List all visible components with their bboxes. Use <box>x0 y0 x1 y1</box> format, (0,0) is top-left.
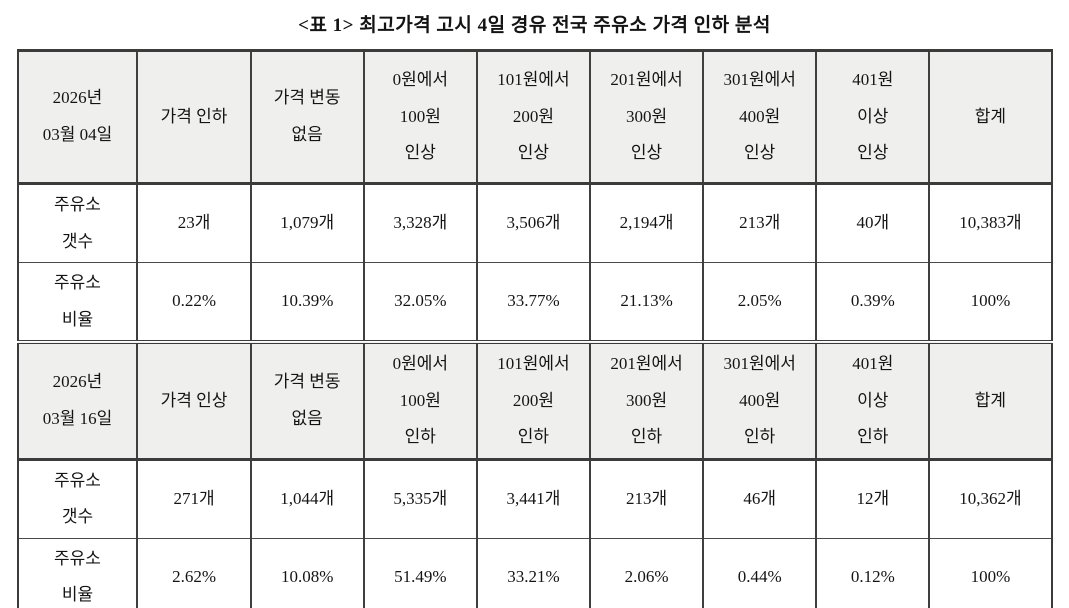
header-cell: 가격 변동 없음 <box>249 50 364 185</box>
station-ratio-row-1: 주유소 비율 0.22% 10.39% 32.05% 33.77% 21.13%… <box>17 262 1052 343</box>
data-cell: 3,506개 <box>475 183 590 264</box>
header-cell: 가격 인상 <box>136 340 251 461</box>
data-cell: 40개 <box>815 183 930 264</box>
row-label: 주유소 비율 <box>17 538 138 608</box>
table-caption: <표 1> 최고가격 고시 4일 경유 전국 주유소 가격 인하 분석 <box>298 15 771 36</box>
data-cell: 46개 <box>702 459 817 539</box>
header-cell: 0원에서 100원 인하 <box>362 340 477 461</box>
station-count-row-2: 주유소 갯수 271개 1,044개 5,335개 3,441개 213개 46… <box>17 459 1052 539</box>
data-cell: 33.77% <box>475 262 590 343</box>
row-label: 주유소 갯수 <box>17 459 138 539</box>
data-cell: 0.12% <box>815 538 930 608</box>
row-label: 주유소 비율 <box>17 262 138 343</box>
data-cell: 213개 <box>588 459 704 539</box>
header-cell: 301원에서 400원 인하 <box>702 340 817 461</box>
header-cell-total: 합계 <box>928 340 1052 461</box>
price-analysis-table: 2026년 03월 04일 가격 인하 가격 변동 없음 0원에서 100원 인… <box>16 49 1053 608</box>
date-cell: 2026년 03월 16일 <box>17 340 138 461</box>
header-row-date-2: 2026년 03월 16일 가격 인상 가격 변동 없음 0원에서 100원 인… <box>17 340 1052 461</box>
data-cell: 0.39% <box>815 262 930 343</box>
station-ratio-row-2: 주유소 비율 2.62% 10.08% 51.49% 33.21% 2.06% … <box>17 538 1052 608</box>
data-cell: 1,044개 <box>249 459 364 539</box>
header-cell: 201원에서 300원 인상 <box>588 50 704 185</box>
data-cell-total: 10,362개 <box>928 459 1052 539</box>
data-cell: 3,441개 <box>475 459 590 539</box>
data-cell: 271개 <box>136 459 251 539</box>
header-cell: 201원에서 300원 인하 <box>588 340 704 461</box>
header-row-date-1: 2026년 03월 04일 가격 인하 가격 변동 없음 0원에서 100원 인… <box>17 50 1052 185</box>
data-cell: 10.08% <box>249 538 364 608</box>
data-cell-total: 100% <box>928 262 1052 343</box>
data-cell: 2.05% <box>702 262 817 343</box>
header-cell: 가격 인하 <box>136 50 251 185</box>
data-cell: 3,328개 <box>362 183 477 264</box>
data-cell: 2,194개 <box>588 183 704 264</box>
data-cell: 12개 <box>815 459 930 539</box>
header-cell: 401원 이상 인상 <box>815 50 930 185</box>
header-cell: 0원에서 100원 인상 <box>362 50 477 185</box>
data-cell: 5,335개 <box>362 459 477 539</box>
data-cell: 2.06% <box>588 538 704 608</box>
row-label: 주유소 갯수 <box>17 183 138 264</box>
data-cell: 0.22% <box>136 262 251 343</box>
data-cell-total: 10,383개 <box>928 183 1052 264</box>
header-cell-total: 합계 <box>928 50 1052 185</box>
header-cell: 가격 변동 없음 <box>249 340 364 461</box>
data-cell-total: 100% <box>928 538 1052 608</box>
data-cell: 21.13% <box>588 262 704 343</box>
data-cell: 213개 <box>702 183 817 264</box>
header-cell: 101원에서 200원 인상 <box>475 50 590 185</box>
data-cell: 23개 <box>136 183 251 264</box>
header-cell: 101원에서 200원 인하 <box>475 340 590 461</box>
station-count-row-1: 주유소 갯수 23개 1,079개 3,328개 3,506개 2,194개 2… <box>17 183 1052 264</box>
data-cell: 1,079개 <box>249 183 364 264</box>
date-cell: 2026년 03월 04일 <box>17 50 138 185</box>
data-cell: 33.21% <box>475 538 590 608</box>
data-cell: 32.05% <box>362 262 477 343</box>
header-cell: 301원에서 400원 인상 <box>702 50 817 185</box>
header-cell: 401원 이상 인하 <box>815 340 930 461</box>
data-cell: 0.44% <box>702 538 817 608</box>
data-cell: 10.39% <box>249 262 364 343</box>
data-cell: 51.49% <box>362 538 477 608</box>
data-cell: 2.62% <box>136 538 251 608</box>
